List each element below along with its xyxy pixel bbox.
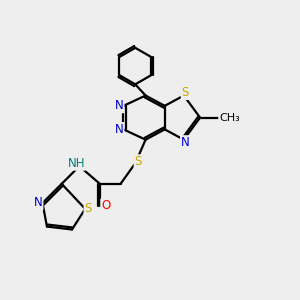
Text: N: N <box>34 196 43 209</box>
Text: O: O <box>101 200 110 212</box>
Text: N: N <box>181 136 190 149</box>
Text: N: N <box>115 123 124 136</box>
Text: S: S <box>85 202 92 215</box>
Text: S: S <box>182 86 189 99</box>
Text: N: N <box>115 99 124 112</box>
Text: S: S <box>134 155 142 168</box>
Text: NH: NH <box>68 157 85 170</box>
Text: CH₃: CH₃ <box>219 112 240 123</box>
